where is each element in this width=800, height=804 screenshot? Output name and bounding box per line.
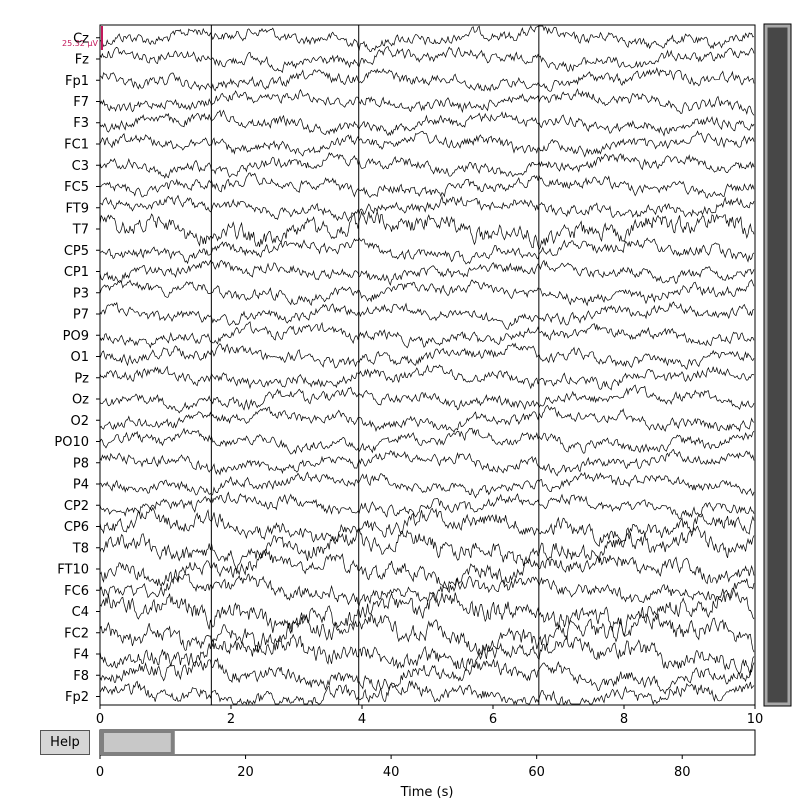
channel-label-O2[interactable]: O2 <box>70 414 89 429</box>
channel-label-FC1[interactable]: FC1 <box>64 138 89 153</box>
overview-tick-label-40: 40 <box>383 765 400 780</box>
trace-P3 <box>99 279 755 307</box>
time-tick-label-4: 4 <box>358 712 366 727</box>
time-tick-label-0: 0 <box>96 712 104 727</box>
trace-P4 <box>99 471 755 499</box>
trace-CP5 <box>100 237 755 265</box>
channel-label-F4[interactable]: F4 <box>73 648 89 663</box>
channel-scrollbar[interactable] <box>763 23 792 707</box>
trace-FT9 <box>99 194 755 222</box>
channel-label-CP6[interactable]: CP6 <box>64 520 89 535</box>
trace-CP2 <box>99 491 755 520</box>
trace-P8 <box>99 448 755 477</box>
time-axis-label: Time (s) <box>400 785 454 800</box>
trace-F3 <box>99 109 755 137</box>
trace-FC2 <box>99 613 755 656</box>
trace-C3 <box>99 152 755 179</box>
trace-FC6 <box>99 573 755 607</box>
channel-label-FT9[interactable]: FT9 <box>66 201 89 216</box>
help-button[interactable]: Help <box>40 730 90 755</box>
channel-label-P4[interactable]: P4 <box>73 478 89 493</box>
time-tick-label-8: 8 <box>620 712 628 727</box>
scale-bar-label: 25.32 µV <box>62 39 99 48</box>
trace-T8 <box>99 525 755 572</box>
eeg-traces-plot[interactable]: 25.32 µV Cz Fz Fp1 F7 F3 FC1 C3 FC5 FT9 T7 CP5 CP1 P… <box>54 24 763 727</box>
trace-PO9 <box>99 321 755 349</box>
overview-tick-label-0: 0 <box>96 765 104 780</box>
trace-Fp2 <box>99 680 755 706</box>
trace-O2 <box>99 404 755 433</box>
channel-label-T7[interactable]: T7 <box>72 223 89 238</box>
trace-F7 <box>99 88 755 116</box>
channel-labels: Cz Fz Fp1 F7 F3 FC1 C3 FC5 FT9 T7 CP5 CP1 P3 P7 PO9 O1 P… <box>54 31 100 705</box>
channel-label-Oz[interactable]: Oz <box>72 393 89 408</box>
trace-Fp1 <box>99 67 755 92</box>
scale-bar: 25.32 µV <box>62 26 103 50</box>
trace-O1 <box>99 342 755 370</box>
channel-label-CP5[interactable]: CP5 <box>64 244 89 259</box>
channel-label-PO10[interactable]: PO10 <box>54 435 89 450</box>
trace-C4 <box>99 587 755 637</box>
trace-Oz <box>99 384 755 414</box>
channel-label-C3[interactable]: C3 <box>72 159 89 174</box>
trace-T7 <box>99 210 755 251</box>
trace-P7 <box>99 301 755 330</box>
channel-traces <box>99 25 755 706</box>
channel-label-Cz[interactable]: Cz <box>73 31 89 46</box>
channel-label-T8[interactable]: T8 <box>72 541 89 556</box>
trace-Pz <box>99 364 755 391</box>
trace-PO10 <box>99 427 755 455</box>
channel-label-CP2[interactable]: CP2 <box>64 499 89 514</box>
trace-F4 <box>99 633 755 677</box>
time-tick-label-2: 2 <box>227 712 235 727</box>
channel-label-FC5[interactable]: FC5 <box>64 180 89 195</box>
trace-Fz <box>99 46 755 74</box>
channel-label-Fp2[interactable]: Fp2 <box>65 690 89 705</box>
channel-label-FT10[interactable]: FT10 <box>57 563 89 578</box>
channel-label-F7[interactable]: F7 <box>73 95 89 110</box>
overview-tick-label-80: 80 <box>674 765 691 780</box>
trace-FC5 <box>99 172 755 199</box>
channel-label-P3[interactable]: P3 <box>73 286 89 301</box>
channel-label-F8[interactable]: F8 <box>73 669 89 684</box>
channel-label-C4[interactable]: C4 <box>72 605 89 620</box>
channel-label-FC2[interactable]: FC2 <box>64 626 89 641</box>
time-view-window[interactable] <box>100 729 175 756</box>
channel-label-P7[interactable]: P7 <box>73 308 89 323</box>
channel-scrollbar-thumb[interactable] <box>764 24 791 706</box>
time-overview-bar[interactable]: 0 20 40 60 80 Time (s) <box>96 729 756 800</box>
channel-label-P8[interactable]: P8 <box>73 456 89 471</box>
overview-time-ticks: 0 20 40 60 80 <box>96 755 691 780</box>
trace-F8 <box>99 657 755 695</box>
overview-tick-label-20: 20 <box>237 765 254 780</box>
trace-CP1 <box>99 259 755 287</box>
channel-label-Fz[interactable]: Fz <box>75 53 89 68</box>
trace-Cz <box>99 25 755 53</box>
channel-label-Pz[interactable]: Pz <box>74 371 89 386</box>
trace-FT10 <box>99 548 755 591</box>
time-tick-label-10: 10 <box>747 712 764 727</box>
channel-label-Fp1[interactable]: Fp1 <box>65 74 89 89</box>
time-tick-label-6: 6 <box>489 712 497 727</box>
channel-label-CP1[interactable]: CP1 <box>64 265 89 280</box>
overview-tick-label-60: 60 <box>528 765 545 780</box>
trace-FC1 <box>99 130 755 158</box>
time-axis-ticks: 0 2 4 6 8 10 <box>96 705 763 727</box>
channel-label-PO9[interactable]: PO9 <box>63 329 89 344</box>
channel-label-F3[interactable]: F3 <box>73 116 89 131</box>
channel-label-O1[interactable]: O1 <box>70 350 89 365</box>
channel-label-FC6[interactable]: FC6 <box>64 584 89 599</box>
